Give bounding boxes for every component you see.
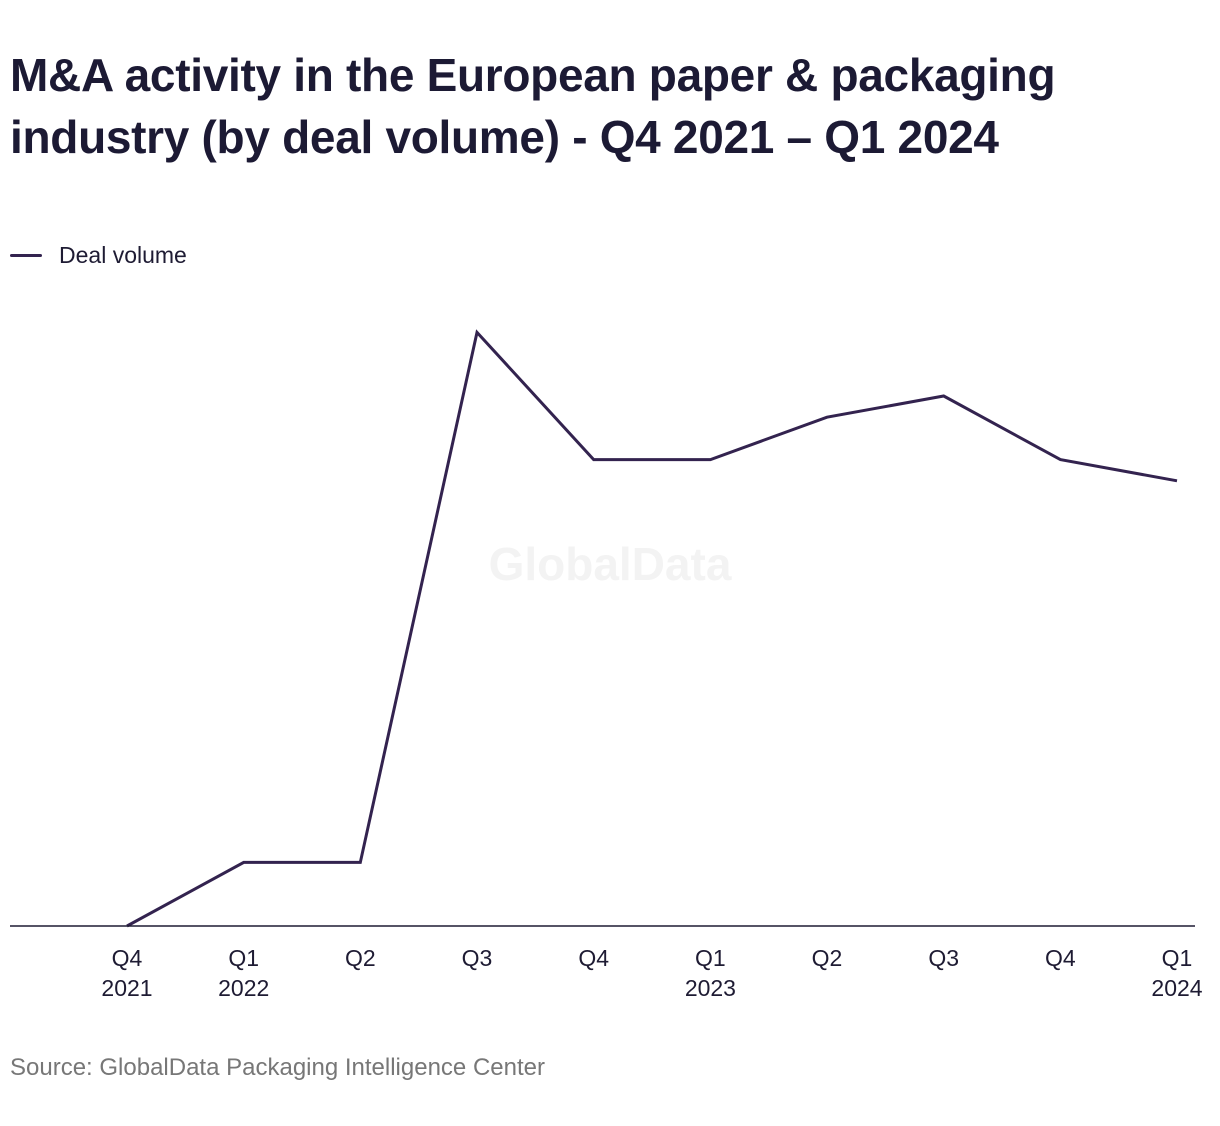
data-point: [358, 860, 362, 864]
data-point: [1058, 458, 1062, 462]
x-tick-label: Q4: [578, 945, 609, 971]
x-tick-label: Q1: [228, 945, 259, 971]
data-point: [1175, 479, 1179, 483]
chart-title: M&A activity in the European paper & pac…: [10, 49, 1056, 163]
watermark: GlobalData: [489, 538, 732, 590]
data-point: [475, 330, 479, 334]
data-point: [825, 415, 829, 419]
data-point: [708, 458, 712, 462]
x-tick-label: 2021: [101, 975, 152, 1001]
x-tick-label: 2022: [218, 975, 269, 1001]
x-tick-label: Q2: [345, 945, 376, 971]
x-tick-label: 2023: [685, 975, 736, 1001]
x-tick-label: Q3: [928, 945, 959, 971]
series-layer: [126, 329, 1179, 928]
source-note: Source: GlobalData Packaging Intelligenc…: [10, 1054, 545, 1081]
x-tick-label: Q2: [812, 945, 843, 971]
data-point: [942, 394, 946, 398]
legend-label: Deal volume: [59, 242, 187, 268]
legend: Deal volume: [10, 242, 187, 269]
x-tick-label: 2024: [1151, 975, 1202, 1001]
x-tick-label: Q3: [462, 945, 493, 971]
data-point: [242, 860, 246, 864]
data-point: [592, 458, 596, 462]
x-tick-label: Q1: [1162, 945, 1193, 971]
x-tick-label: Q4: [112, 945, 143, 971]
x-tick-label: Q1: [695, 945, 726, 971]
series-line-0: [126, 329, 1178, 928]
x-tick-label: Q4: [1045, 945, 1076, 971]
legend-swatch: [10, 254, 42, 257]
x-axis-tick-labels: Q4 2021 Q1 2022 Q2 Q3 Q4 Q1 2023 Q2 Q3 Q4 Q1 2024: [101, 945, 1202, 1001]
